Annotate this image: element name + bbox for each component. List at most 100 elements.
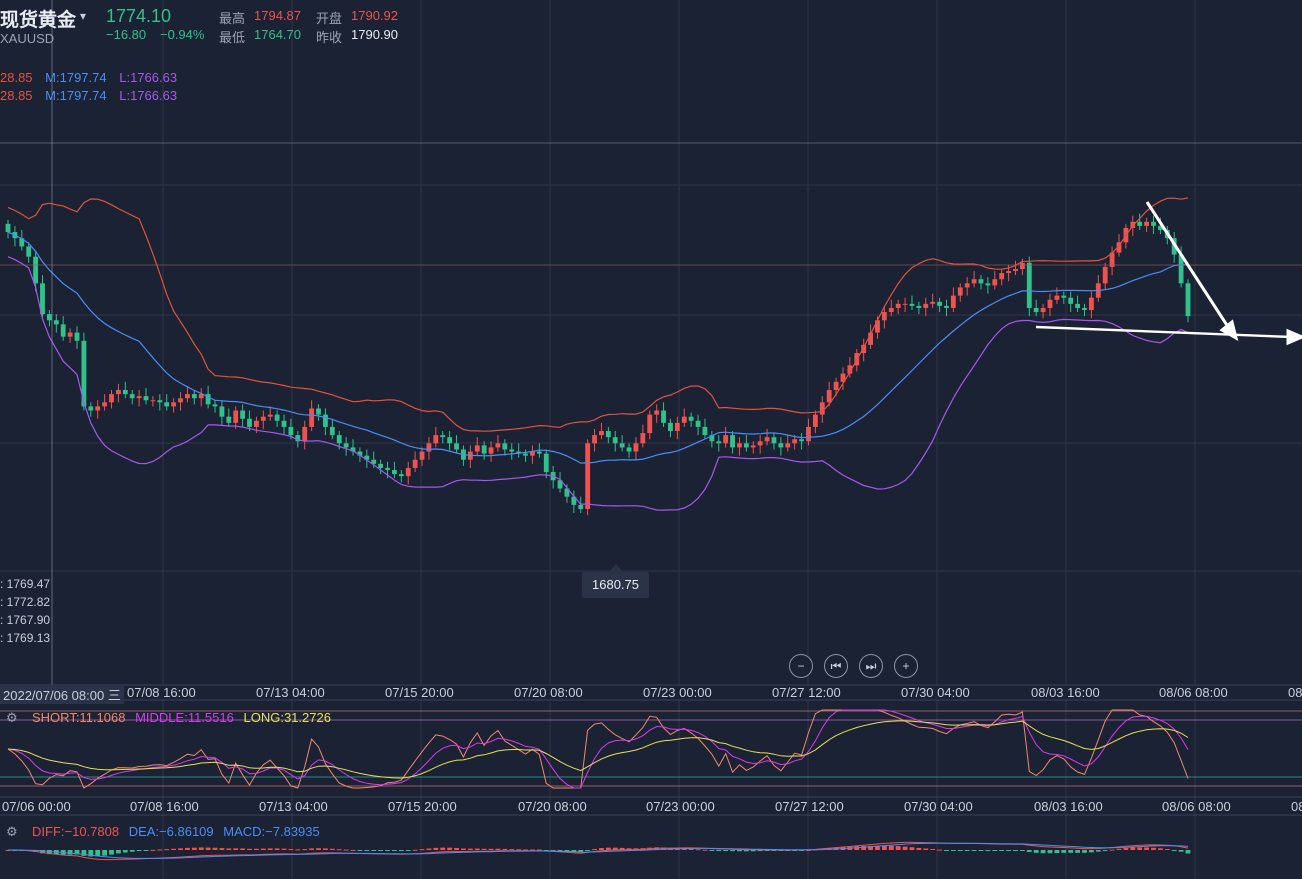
macd-bar — [1109, 849, 1115, 851]
candle — [709, 435, 715, 442]
macd-bar — [626, 848, 632, 850]
candle — [861, 344, 867, 354]
zoom-in-button[interactable]: + — [894, 654, 918, 678]
chevron-down-icon[interactable]: ▾ — [80, 9, 87, 23]
macd-bar — [978, 850, 984, 851]
candle — [1144, 221, 1150, 226]
candle — [716, 441, 722, 444]
candle — [254, 420, 259, 427]
settings-gear-icon[interactable]: ⚙ — [6, 710, 18, 725]
macd-bar — [923, 848, 929, 850]
macd-legend: DIFF:−10.7808 DEA:−6.86109 MACD:−7.83935 — [32, 824, 320, 839]
candle — [109, 394, 114, 403]
candle — [737, 443, 742, 448]
price-change: −16.80 — [106, 27, 147, 42]
candle — [412, 459, 418, 468]
boll-mid-value: M:1797.74 — [45, 70, 107, 85]
macd-bar — [364, 850, 370, 851]
macd-bar — [350, 849, 356, 851]
macd-bar — [964, 850, 970, 851]
x-tick: 07/20 08:00 — [514, 685, 583, 700]
candle — [971, 279, 977, 284]
instrument-title[interactable]: 现货黄金 — [0, 10, 77, 31]
x-tick: 07/23 00:00 — [643, 685, 712, 700]
candle — [198, 394, 204, 399]
macd-bar — [702, 849, 708, 851]
candle — [695, 420, 701, 427]
candle — [626, 447, 632, 452]
skip-back-button[interactable]: ⏮ — [824, 654, 848, 678]
macd-bar — [737, 850, 742, 852]
macd-bar — [709, 850, 715, 851]
candle — [88, 406, 94, 411]
macd-bar — [316, 848, 321, 850]
low-price-tag: 1680.75 — [582, 572, 649, 598]
macd-bar — [419, 849, 425, 851]
macd-bar — [454, 847, 459, 850]
candle — [944, 305, 949, 308]
settings-gear-icon[interactable]: ⚙ — [6, 824, 18, 839]
candle — [267, 414, 273, 417]
candle — [1061, 295, 1067, 298]
low-label: 最低 — [219, 30, 246, 45]
candle — [371, 459, 377, 464]
x-tick-2: 07/13 04:00 — [259, 799, 328, 814]
candle — [19, 238, 25, 247]
macd-bar — [757, 850, 763, 852]
macd-bar — [122, 850, 128, 853]
macd-bar — [309, 848, 315, 850]
candle — [530, 451, 535, 456]
candle — [212, 404, 218, 407]
macd-bar — [764, 850, 770, 851]
macd-bar — [1033, 850, 1039, 853]
candle — [233, 410, 239, 423]
candle — [785, 443, 791, 448]
candle — [5, 223, 11, 233]
candle — [585, 443, 591, 509]
candle — [812, 414, 818, 427]
macd-bar — [799, 850, 804, 851]
price-change-pct: −0.94% — [160, 27, 205, 42]
candle — [260, 416, 266, 421]
candle — [633, 443, 639, 452]
macd-bar — [260, 848, 266, 850]
macd-bar — [599, 848, 604, 850]
macd-bar — [295, 849, 301, 851]
macd-bar — [688, 848, 694, 850]
candle — [930, 301, 936, 304]
candle — [516, 451, 522, 454]
candle — [157, 400, 163, 403]
macd-bar — [474, 848, 480, 850]
candle — [840, 373, 846, 382]
x-tick-2: 08/06 08:00 — [1162, 799, 1231, 814]
candle — [378, 463, 384, 468]
macd-panel — [5, 841, 1191, 861]
macd-bar — [530, 849, 535, 851]
ohlc-readout-open: : 1769.47 — [0, 577, 51, 591]
candle — [171, 402, 177, 407]
macd-bar — [730, 850, 735, 852]
macd-bar — [1082, 850, 1087, 853]
macd-bar — [1068, 850, 1074, 853]
zoom-out-button[interactable]: − — [789, 654, 813, 678]
candle — [950, 295, 956, 308]
macd-bar — [612, 847, 618, 850]
indicator1-legend: SHORT:11.1068 MIDDLE:11.5516 LONG:31.272… — [32, 710, 331, 725]
macd-bar — [502, 848, 508, 850]
candle — [916, 305, 922, 308]
macd-bar — [950, 850, 956, 851]
macd-bar — [274, 848, 280, 850]
macd-bar — [426, 848, 432, 850]
candle — [1026, 262, 1032, 308]
macd-bar — [81, 850, 87, 856]
macd-histogram — [5, 845, 1191, 857]
candle — [81, 340, 87, 407]
candle — [702, 426, 708, 436]
macd-bar — [392, 850, 397, 851]
candle — [143, 396, 149, 401]
skip-forward-button[interactable]: ⏭ — [859, 654, 883, 678]
macd-bar — [937, 849, 942, 851]
long-value: LONG:31.2726 — [243, 710, 331, 725]
candle — [792, 439, 798, 444]
